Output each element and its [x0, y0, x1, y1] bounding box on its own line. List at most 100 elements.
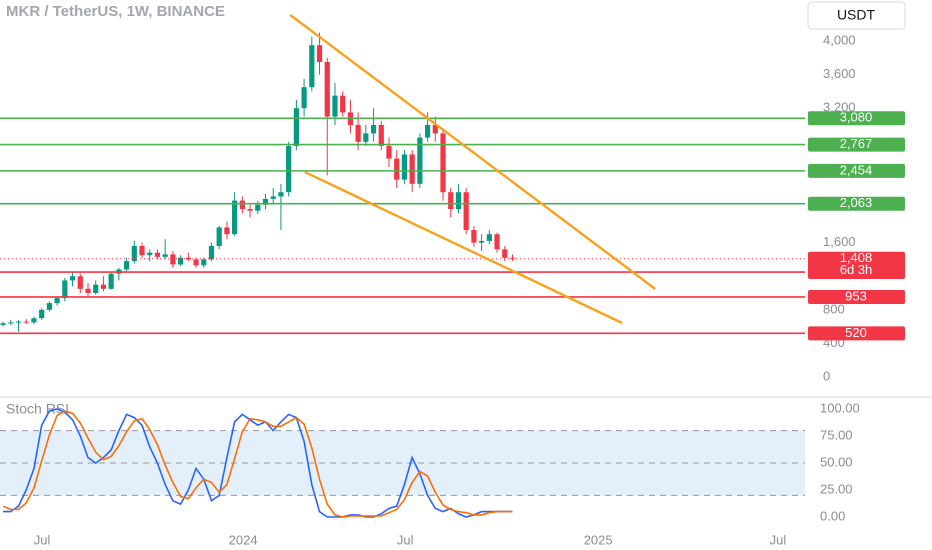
- candle-body: [62, 280, 68, 299]
- candle-body: [448, 192, 454, 210]
- level-label: 953: [845, 288, 867, 303]
- level-label: 2,454: [840, 162, 873, 177]
- x-tick-label: Jul: [34, 532, 51, 547]
- chart-layer: 04008001,6003,2003,6004,0003,0802,7672,4…: [0, 13, 905, 547]
- stoch-line: [2, 410, 513, 518]
- candle-body: [301, 87, 307, 109]
- candle-body: [131, 245, 137, 262]
- candle-body: [401, 154, 408, 180]
- candle-body: [8, 322, 14, 324]
- x-tick-label: 2024: [229, 532, 258, 547]
- currency-label[interactable]: USDT: [837, 7, 876, 23]
- candle-body: [162, 254, 168, 257]
- candle-body: [479, 240, 485, 243]
- candle-body: [93, 284, 99, 294]
- candle-body: [394, 158, 400, 180]
- y-tick-label: 1,600: [823, 234, 856, 249]
- candle-body: [69, 276, 76, 281]
- candle-body: [85, 288, 91, 294]
- x-tick-label: Jul: [397, 532, 414, 547]
- x-tick-label: 2025: [584, 532, 613, 547]
- candle-body: [440, 133, 446, 193]
- y-tick-label: 100.00: [820, 400, 860, 415]
- y-tick-label: 0.00: [820, 508, 845, 523]
- candle-body: [463, 192, 469, 231]
- candle-body: [502, 249, 508, 258]
- y-tick-label: 800: [823, 301, 845, 316]
- level-label: 2,063: [840, 195, 873, 210]
- candle-body: [432, 125, 438, 134]
- level-tag: [808, 289, 905, 304]
- candle-body: [170, 254, 176, 265]
- candle-body: [278, 192, 284, 197]
- candle-body: [216, 227, 222, 246]
- candle-body: [309, 45, 315, 88]
- candle-body: [255, 204, 261, 211]
- candle-body: [324, 61, 330, 117]
- x-tick-label: Jul: [770, 532, 787, 547]
- candle-body: [31, 318, 37, 323]
- level-tag: [808, 326, 905, 341]
- candle-body: [378, 125, 384, 147]
- candle-body: [224, 227, 230, 235]
- candle-body: [39, 309, 45, 319]
- indicator-title: Stoch RSI: [6, 401, 69, 417]
- y-tick-label: 50.00: [820, 454, 853, 469]
- candle-body: [340, 95, 346, 113]
- candle-body: [247, 209, 253, 211]
- level-label: 3,080: [840, 110, 873, 125]
- stoch-line: [3, 408, 513, 518]
- currency-button[interactable]: [807, 1, 906, 30]
- candle-body: [77, 276, 83, 289]
- countdown-label: 6d 3h: [840, 262, 873, 277]
- candle-body: [316, 45, 323, 62]
- level-tag: [808, 111, 905, 126]
- last-price-label: 1,408: [840, 250, 873, 265]
- candle-body: [100, 284, 107, 289]
- candle-body: [23, 321, 29, 323]
- y-tick-label: 75.00: [820, 427, 853, 442]
- y-tick-label: 4,000: [823, 32, 856, 47]
- candle-body: [46, 303, 52, 310]
- trendline: [289, 13, 656, 290]
- candle-body: [108, 273, 114, 289]
- candle-body: [486, 234, 492, 241]
- candle-body: [332, 95, 338, 117]
- candle-body: [208, 245, 215, 260]
- y-tick-label: 3,200: [823, 100, 856, 115]
- y-tick-label: 0: [823, 368, 830, 383]
- candle-body: [239, 200, 245, 210]
- candle-body: [471, 230, 477, 243]
- level-tag: [808, 137, 905, 152]
- candle-body: [494, 234, 500, 250]
- candle-body: [386, 146, 392, 159]
- candle-body: [509, 257, 516, 259]
- candle-body: [147, 252, 153, 256]
- y-tick-label: 25.00: [820, 481, 853, 496]
- candle-body: [193, 259, 199, 266]
- level-tag: [808, 163, 905, 178]
- candle-body: [293, 108, 299, 147]
- last-price-tag: [808, 251, 905, 278]
- candle-body: [363, 133, 369, 142]
- candle-body: [178, 257, 184, 265]
- candle-body: [370, 125, 377, 134]
- candle-body: [15, 321, 22, 323]
- candle-body: [355, 125, 361, 142]
- level-label: 520: [845, 325, 867, 340]
- candle-body: [417, 137, 423, 184]
- candle-body: [270, 196, 276, 199]
- candle-body: [123, 261, 130, 270]
- candle-body: [409, 154, 415, 184]
- symbol-title: MKR / TetherUS, 1W, BINANCE: [6, 3, 225, 20]
- y-tick-label: 3,600: [823, 66, 856, 81]
- candle-body: [286, 146, 292, 193]
- candle-body: [0, 323, 6, 325]
- candle-body: [154, 252, 161, 257]
- candle-body: [262, 198, 269, 205]
- level-label: 2,767: [840, 136, 873, 151]
- candle-body: [232, 200, 238, 235]
- candle-body: [455, 192, 462, 210]
- trendline: [304, 170, 623, 325]
